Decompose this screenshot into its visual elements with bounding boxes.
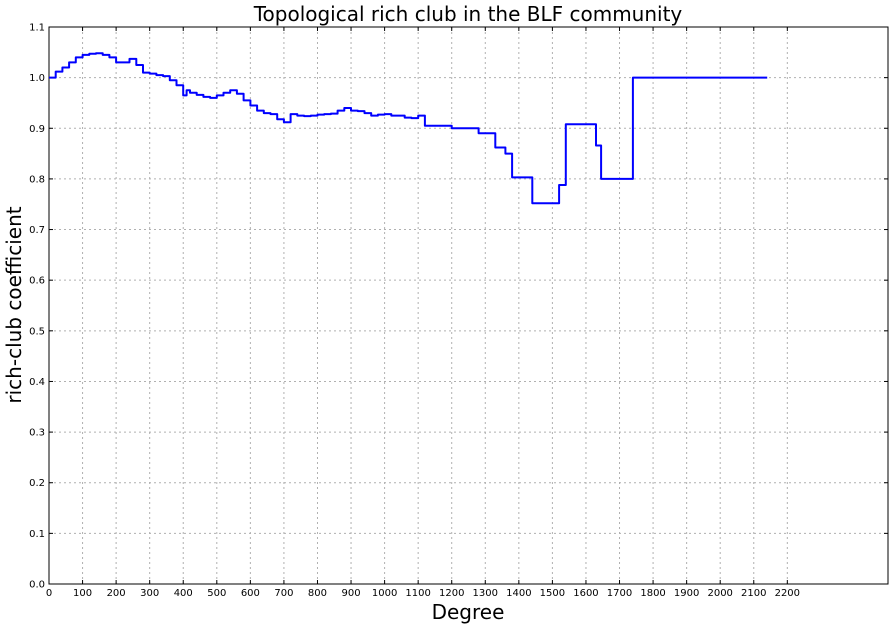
y-tick-label: 0.3 [29,428,45,439]
x-axis-label: Degree [432,600,505,624]
x-tick-label: 400 [174,588,193,599]
x-tick-label: 600 [241,588,260,599]
x-tick-label: 1800 [640,588,665,599]
y-tick-label: 0.6 [29,276,45,287]
x-tick-label: 2000 [707,588,732,599]
ticks: 0 100 200 300 400 500 600 700 800 900 1000 1100 1200… [29,23,888,599]
x-tick-label: 200 [107,588,126,599]
x-tick-label: 1000 [372,588,397,599]
grid [49,27,888,584]
x-tick-label: 1200 [439,588,464,599]
y-axis-label: rich-club coefficient [2,206,26,403]
x-tick-label: 2100 [741,588,766,599]
x-tick-label: 1100 [405,588,430,599]
x-tick-label: 100 [73,588,92,599]
x-tick-label: 1700 [607,588,632,599]
x-tick-label: 300 [140,588,159,599]
x-tick-label: 0 [46,588,52,599]
y-tick-label: 0.4 [29,377,45,388]
plot-frame [48,26,889,585]
x-tick-label: 1900 [674,588,699,599]
x-tick-label: 500 [207,588,226,599]
chart-title: Topological rich club in the BLF communi… [253,2,683,26]
x-tick-label: 1400 [506,588,531,599]
y-tick-label: 0.0 [29,580,45,591]
x-tick-label: 900 [341,588,360,599]
y-tick-label: 0.1 [29,529,45,540]
y-tick-label: 0.9 [29,124,45,135]
x-tick-label: 700 [274,588,293,599]
y-tick-label: 0.8 [29,174,45,185]
x-tick-label: 1500 [540,588,565,599]
x-tick-label: 800 [308,588,327,599]
x-tick-label: 1300 [473,588,498,599]
y-tick-label: 0.5 [29,326,45,337]
y-tick-label: 1.0 [29,73,45,84]
y-tick-label: 0.7 [29,225,45,236]
series-line [49,52,768,205]
y-tick-label: 1.1 [29,23,45,34]
x-tick-label: 2200 [775,588,800,599]
y-tick-label: 0.2 [29,478,45,489]
x-tick-label: 1600 [573,588,598,599]
